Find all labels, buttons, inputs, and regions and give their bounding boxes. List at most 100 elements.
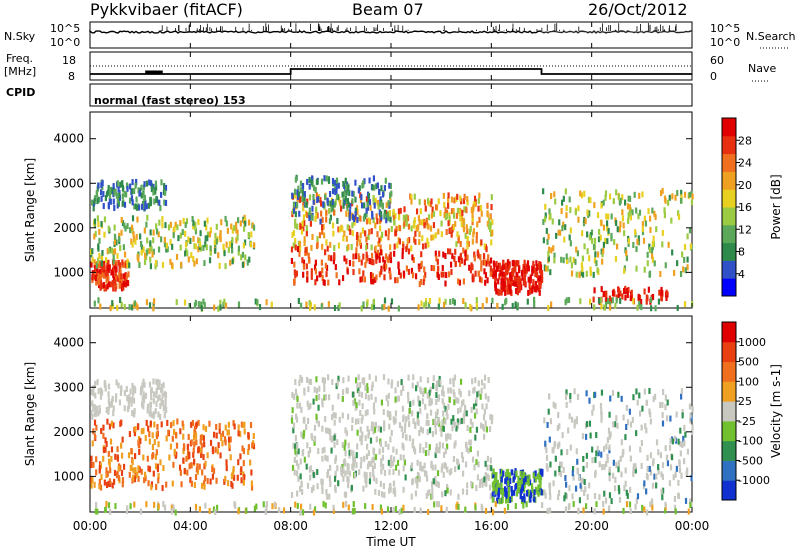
- data-cell: [211, 473, 215, 480]
- data-cell: [271, 503, 274, 510]
- data-cell: [412, 236, 416, 243]
- data-cell: [126, 262, 129, 269]
- data-cell: [294, 211, 297, 218]
- data-cell: [151, 432, 154, 439]
- data-cell: [432, 419, 435, 426]
- data-cell: [690, 475, 693, 482]
- data-cell: [161, 222, 164, 229]
- data-cell: [94, 508, 97, 515]
- data-cell: [407, 248, 411, 255]
- data-cell: [437, 501, 441, 508]
- data-cell: [515, 490, 519, 497]
- data-cell: [187, 236, 190, 243]
- data-cell: [500, 289, 503, 296]
- data-cell: [506, 285, 509, 292]
- data-cell: [314, 268, 318, 275]
- data-cell: [571, 493, 574, 500]
- data-cell: [325, 209, 328, 216]
- data-cell: [132, 474, 135, 481]
- data-cell: [474, 504, 477, 511]
- data-cell: [162, 465, 165, 472]
- data-cell: [603, 445, 606, 452]
- data-cell: [608, 193, 612, 200]
- data-cell: [491, 496, 494, 503]
- data-cell: [612, 421, 615, 428]
- data-cell: [444, 418, 447, 425]
- data-cell: [476, 250, 479, 257]
- data-cell: [491, 481, 495, 488]
- data-cell: [529, 492, 532, 499]
- data-cell: [466, 482, 469, 489]
- data-cell: [200, 305, 203, 312]
- data-cell: [491, 414, 494, 421]
- data-cell: [344, 427, 347, 434]
- data-cell: [400, 425, 403, 432]
- data-cell: [100, 195, 103, 202]
- data-cell: [394, 490, 397, 497]
- data-cell: [252, 224, 256, 231]
- data-cell: [131, 395, 134, 402]
- data-cell: [606, 298, 610, 305]
- data-cell: [507, 491, 510, 498]
- data-cell: [659, 402, 662, 409]
- data-cell: [450, 196, 454, 203]
- data-cell: [417, 472, 420, 479]
- data-cell: [131, 199, 134, 206]
- data-cell: [483, 476, 486, 483]
- data-cell: [527, 289, 530, 296]
- colorbar-label: 8: [738, 246, 745, 259]
- data-cell: [237, 459, 240, 466]
- data-cell: [641, 504, 644, 511]
- nsearch-label: N.Search: [746, 30, 796, 43]
- data-cell: [670, 217, 673, 224]
- data-cell: [475, 297, 478, 304]
- data-cell: [145, 221, 148, 228]
- data-cell: [136, 471, 139, 478]
- data-cell: [501, 282, 504, 289]
- data-cell: [563, 236, 566, 243]
- data-cell: [469, 439, 472, 446]
- data-cell: [570, 270, 574, 277]
- ytick-label: 2000: [53, 425, 84, 439]
- data-cell: [142, 427, 145, 434]
- data-cell: [565, 253, 568, 260]
- data-cell: [291, 192, 294, 199]
- data-cell: [602, 247, 605, 254]
- data-cell: [680, 388, 684, 395]
- data-cell: [424, 387, 427, 394]
- data-cell: [626, 419, 630, 426]
- data-cell: [365, 472, 368, 479]
- data-cell: [371, 421, 374, 428]
- data-cell: [569, 256, 572, 263]
- data-cell: [323, 394, 326, 401]
- data-cell: [295, 459, 298, 466]
- data-cell: [292, 422, 296, 429]
- data-cell: [171, 435, 174, 442]
- data-cell: [378, 256, 381, 263]
- data-cell: [109, 198, 112, 205]
- xtick-label: 12:00: [374, 519, 409, 533]
- colorbar-cell: [722, 381, 736, 402]
- data-cell: [149, 401, 153, 408]
- data-cell: [206, 217, 209, 224]
- data-cell: [101, 180, 104, 187]
- data-cell: [440, 231, 443, 238]
- data-cell: [344, 184, 348, 191]
- data-cell: [453, 255, 456, 262]
- data-cell: [103, 272, 106, 279]
- data-cell: [365, 207, 368, 214]
- data-cell: [413, 448, 417, 455]
- data-cell: [508, 486, 511, 493]
- data-cell: [472, 228, 476, 235]
- data-cell: [123, 201, 127, 208]
- data-cell: [595, 501, 598, 508]
- data-cell: [341, 396, 344, 403]
- data-cell: [206, 452, 209, 459]
- data-cell: [220, 219, 223, 226]
- colorbar-label: -500: [738, 454, 763, 467]
- data-cell: [135, 196, 138, 203]
- data-cell: [358, 469, 361, 476]
- data-cell: [473, 386, 476, 393]
- data-cell: [90, 248, 93, 255]
- data-cell: [508, 284, 511, 291]
